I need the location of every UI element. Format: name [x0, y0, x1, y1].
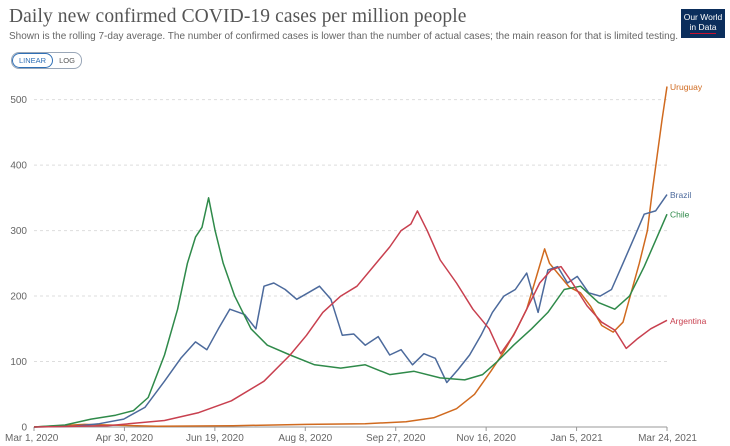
argentina-series-line — [33, 210, 668, 428]
argentina-series-label: Argentina — [670, 316, 707, 326]
chart-subtitle: Shown is the rolling 7-day average. The … — [9, 31, 679, 42]
chart-title: Daily new confirmed COVID-19 cases per m… — [9, 6, 467, 27]
x-tick-label: Jan 5, 2021 — [550, 433, 603, 444]
x-tick-label: Sep 27, 2020 — [366, 433, 426, 444]
x-tick-label: Mar 24, 2021 — [638, 433, 697, 444]
chile-series-line — [33, 197, 668, 428]
log-scale-button[interactable]: LOG — [59, 56, 75, 65]
x-tick-label: Nov 16, 2020 — [456, 433, 516, 444]
x-tick-label: Aug 8, 2020 — [278, 433, 332, 444]
y-tick-label: 0 — [21, 423, 27, 434]
owid-logo[interactable]: Our World in Data — [681, 9, 725, 38]
chile-series-label: Chile — [670, 210, 690, 220]
uruguay-series-line — [33, 86, 668, 428]
x-tick-label: Apr 30, 2020 — [96, 433, 154, 444]
brazil-series-label: Brazil — [670, 190, 691, 200]
y-tick-label: 100 — [10, 357, 27, 368]
scale-toggle: LINEAR LOG — [11, 52, 82, 69]
y-tick-label: 200 — [10, 292, 27, 303]
y-tick-label: 500 — [10, 95, 27, 106]
y-tick-label: 400 — [10, 161, 27, 172]
logo-line-1: Our World — [683, 12, 723, 22]
uruguay-series-label: Uruguay — [670, 82, 703, 92]
x-tick-label: Mar 1, 2020 — [5, 433, 59, 444]
logo-line-2: in Data — [689, 22, 717, 34]
y-tick-label: 300 — [10, 226, 27, 237]
brazil-series-line — [33, 194, 668, 428]
linear-scale-button[interactable]: LINEAR — [12, 53, 54, 68]
x-tick-label: Jun 19, 2020 — [186, 433, 244, 444]
